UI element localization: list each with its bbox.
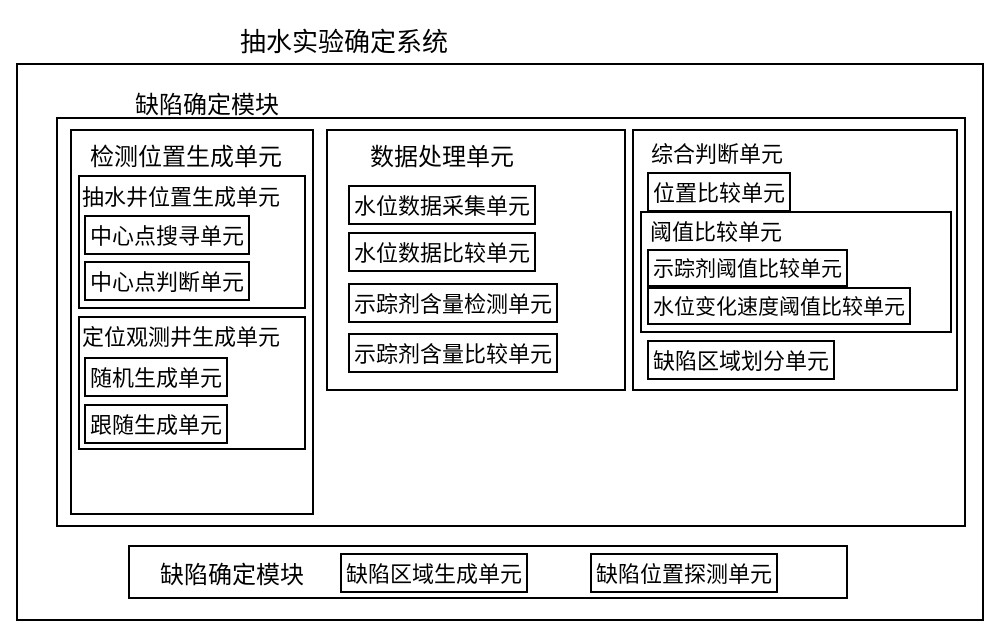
col1-sub1-item: 中心点搜寻单元 (84, 215, 250, 255)
col3-sub-item: 示踪剂阈值比较单元 (647, 249, 848, 287)
col1-sub2-item: 随机生成单元 (84, 357, 228, 397)
col1-sub2-title: 定位观测井生成单元 (82, 320, 280, 352)
bottom-item: 缺陷位置探测单元 (590, 553, 778, 593)
system-title: 抽水实验确定系统 (240, 22, 448, 59)
col1-sub2-item: 跟随生成单元 (84, 404, 228, 444)
col2-item: 水位数据比较单元 (348, 232, 536, 272)
col3-sub-item: 水位变化速度阈值比较单元 (647, 287, 911, 325)
col2-item: 水位数据采集单元 (348, 185, 536, 225)
bottom-module-label: 缺陷确定模块 (160, 555, 304, 590)
col1-sub1-title: 抽水井位置生成单元 (82, 180, 280, 212)
col3-item1: 位置比较单元 (647, 172, 791, 212)
bottom-item: 缺陷区域生成单元 (340, 553, 528, 593)
col2-title: 数据处理单元 (370, 137, 514, 172)
col3-item2: 缺陷区域划分单元 (647, 340, 835, 380)
col2-item: 示踪剂含量检测单元 (348, 283, 558, 323)
col3-title: 综合判断单元 (647, 135, 787, 171)
col1-sub1-item: 中心点判断单元 (84, 261, 250, 301)
col3-sub-title: 阈值比较单元 (650, 215, 782, 247)
module1-label: 缺陷确定模块 (135, 85, 279, 120)
col2-item: 示踪剂含量比较单元 (348, 333, 558, 373)
col1-title: 检测位置生成单元 (90, 137, 282, 172)
